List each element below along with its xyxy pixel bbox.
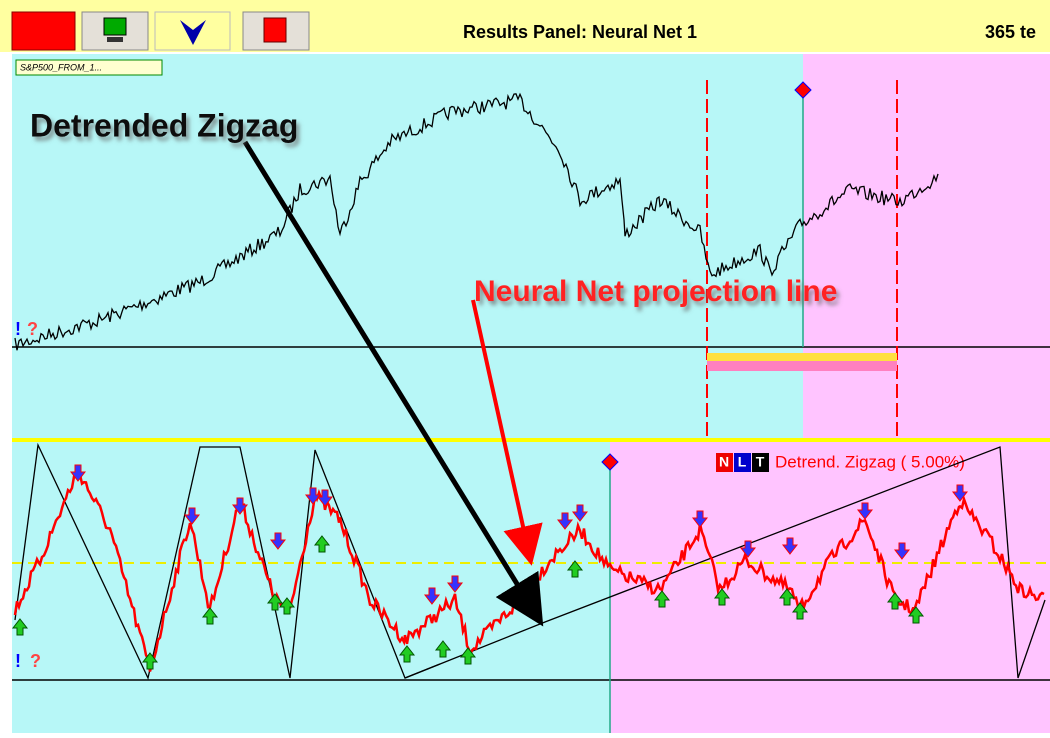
buy-arrow	[201, 607, 219, 625]
n-label: N	[719, 454, 729, 470]
buy-arrow	[778, 588, 796, 606]
range-bar	[707, 353, 897, 361]
tests-count: 365 te	[985, 22, 1036, 42]
indicator-label: Detrend. Zigzag ( 5.00%)	[775, 452, 965, 471]
panel-title: Results Panel: Neural Net 1	[463, 22, 697, 42]
marker: !	[15, 319, 21, 339]
marker: ?	[30, 651, 41, 671]
buy-arrow	[459, 647, 477, 665]
l-button[interactable]	[734, 453, 751, 472]
buy-arrow	[886, 592, 904, 610]
color-button[interactable]	[11, 11, 76, 51]
sell-arrow	[183, 507, 201, 525]
buy-arrow	[266, 593, 284, 611]
buy-arrow	[278, 597, 296, 615]
channel-line	[404, 663, 441, 679]
annotation-arrow	[242, 140, 544, 627]
buy-arrow	[791, 602, 809, 620]
price-line	[14, 92, 939, 351]
sell-arrow	[446, 575, 464, 593]
zigzag-annotation: Detrended Zigzag	[30, 107, 298, 143]
sell-arrow	[556, 512, 574, 530]
t-label: T	[756, 454, 765, 470]
buy-arrow	[141, 652, 159, 670]
series-tag-box	[15, 59, 163, 76]
buy-arrow	[398, 645, 416, 663]
marker: !	[15, 651, 21, 671]
l-label: L	[738, 454, 747, 470]
zigzag-line	[14, 442, 1046, 680]
projection-annotation: Neural Net projection line	[474, 275, 837, 308]
buy-arrow	[653, 590, 671, 608]
sell-arrow	[739, 540, 757, 558]
monitor-icon	[103, 17, 127, 36]
separator	[12, 438, 1050, 442]
sell-arrow	[571, 504, 589, 522]
buy-arrow	[11, 618, 29, 636]
sell-arrow	[423, 587, 441, 605]
sell-arrow	[231, 497, 249, 515]
marker: ?	[27, 319, 38, 339]
buy-arrow	[313, 535, 331, 553]
sell-arrow	[856, 502, 874, 520]
split-icon	[263, 17, 287, 43]
buy-arrow	[713, 588, 731, 606]
buy-arrow	[434, 640, 452, 658]
monitor-stand	[107, 37, 123, 42]
sell-arrow	[951, 484, 969, 502]
series-tag: S&P500_FROM_1...	[20, 62, 102, 72]
sell-arrow	[781, 537, 799, 555]
sell-arrow	[691, 510, 709, 528]
projection-zone	[803, 54, 1050, 438]
sell-arrow	[269, 532, 287, 550]
t-button[interactable]	[752, 453, 769, 472]
annotation-arrow	[471, 299, 543, 566]
buy-arrow	[907, 606, 925, 624]
buy-arrow	[566, 560, 584, 578]
v-icon	[180, 20, 206, 45]
n-button[interactable]	[716, 453, 733, 472]
sell-arrow	[893, 542, 911, 560]
sell-arrow	[304, 487, 322, 505]
projection-zone	[610, 442, 1050, 733]
sell-arrow	[69, 464, 87, 482]
cursor-diamond[interactable]	[601, 453, 619, 471]
range-bar	[707, 361, 897, 371]
cursor-diamond[interactable]	[794, 81, 812, 99]
sell-arrow	[316, 489, 334, 507]
